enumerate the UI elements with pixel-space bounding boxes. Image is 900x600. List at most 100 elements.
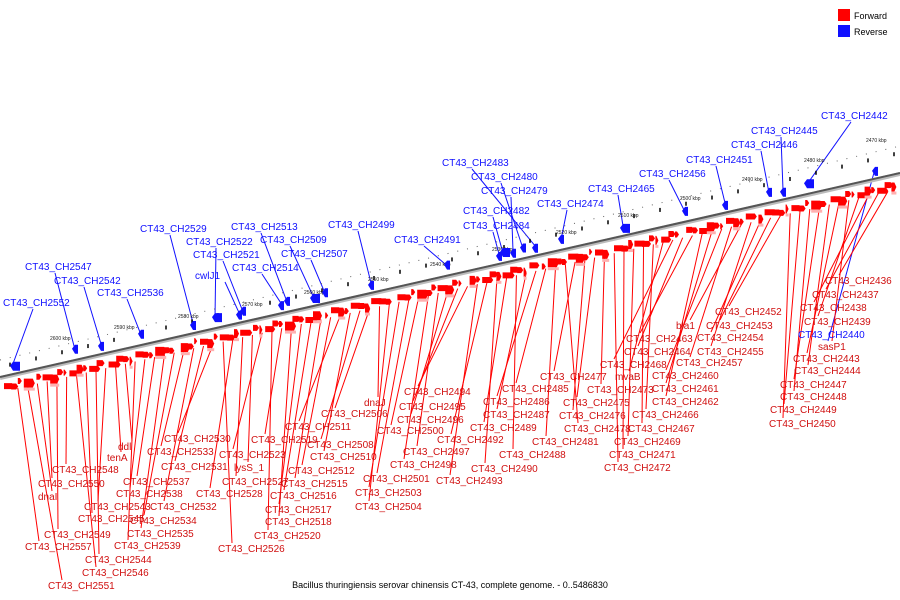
reverse-leader-line: [423, 245, 448, 267]
forward-gene-glyph: [675, 231, 679, 238]
forward-leader-line: [576, 257, 596, 398]
reverse-leader-line: [261, 273, 282, 304]
forward-gene-glyph: [891, 182, 897, 192]
reverse-gene-glyph: [532, 243, 538, 253]
forward-gene-glyph: [458, 280, 462, 287]
reverse-gene-glyph: [240, 306, 246, 316]
forward-gene-label: CT43_CH2551: [48, 581, 115, 592]
forward-gene-shadow: [259, 334, 263, 338]
forward-gene-glyph: [108, 361, 121, 368]
forward-gene-glyph: [693, 227, 698, 234]
forward-gene-glyph: [555, 258, 564, 265]
reverse-gene-label: CT43_CH2480: [471, 172, 538, 183]
forward-gene-glyph: [884, 182, 893, 189]
forward-gene-glyph: [713, 222, 720, 229]
forward-gene-glyph: [496, 271, 502, 281]
forward-leader-line: [115, 365, 122, 453]
scale-tick-label: 2570 kbp: [242, 302, 263, 308]
forward-gene-glyph: [265, 326, 276, 333]
forward-leader-line: [174, 345, 205, 462]
reverse-gene-label: CT43_CH2514: [232, 263, 299, 274]
forward-leader-line: [222, 341, 233, 544]
reverse-leader-line: [780, 136, 784, 190]
reverse-leader-line: [260, 232, 288, 302]
forward-leader-line: [807, 204, 830, 366]
forward-gene-label: CT43_CH2487: [483, 410, 550, 421]
forward-gene-label: CT43_CH2539: [114, 541, 181, 552]
forward-gene-label: CT43_CH2455: [697, 347, 764, 358]
forward-gene-label: CT43_CH2530: [164, 434, 231, 445]
forward-gene-label: CT43_CH2496: [397, 415, 464, 426]
reverse-gene-label: CT43_CH2456: [639, 169, 706, 180]
forward-gene-glyph: [482, 277, 494, 284]
reverse-gene-label: CT43_CH2483: [442, 158, 509, 169]
forward-gene-glyph: [779, 209, 786, 216]
forward-gene-label: CT43_CH2528: [196, 489, 263, 500]
reverse-leader-line: [357, 230, 372, 283]
forward-gene-label: CT43_CH2466: [632, 410, 699, 421]
forward-leader-line: [140, 354, 165, 529]
forward-gene-label: CT43_CH2526: [218, 544, 285, 555]
forward-gene-glyph: [83, 365, 88, 372]
forward-leader-line: [127, 361, 136, 541]
forward-leader-line: [27, 385, 63, 581]
forward-gene-label: CT43_CH2453: [706, 321, 773, 332]
legend-forward-swatch: [838, 9, 850, 21]
reverse-gene-label: CT43_CH2479: [481, 186, 548, 197]
forward-gene-shadow: [706, 231, 716, 235]
forward-leader-line: [564, 264, 579, 424]
genome-caption: Bacillus thuringiensis serovar chinensis…: [292, 580, 608, 590]
forward-gene-glyph: [510, 266, 520, 273]
reverse-gene-label: CT43_CH2482: [463, 206, 530, 217]
reverse-gene-glyph: [72, 344, 78, 354]
forward-gene-glyph: [253, 324, 259, 331]
reverse-leader-line: [214, 247, 217, 319]
reverse-gene-glyph: [558, 234, 564, 244]
reverse-leader-line: [12, 308, 34, 364]
forward-gene-glyph: [758, 214, 764, 224]
scale-tick-label: 2540 kbp: [430, 262, 451, 268]
forward-leader-line: [235, 337, 244, 477]
scale-tick-label: 2490 kbp: [742, 177, 763, 183]
reverse-gene-glyph: [620, 223, 630, 233]
forward-gene-label: CT43_CH2515: [281, 479, 348, 490]
reverse-leader-line: [715, 165, 726, 203]
forward-leader-line: [600, 255, 605, 385]
reverse-leader-line: [169, 234, 194, 324]
forward-leader-line: [377, 306, 381, 398]
scale-tick-label: 2560 kbp: [304, 290, 325, 296]
legend: Forward Reverse: [838, 9, 888, 37]
genome-axis: 2600 kbp 2590 kbp 2580 kbp 2570 kbp 2560 kbp…: [0, 138, 900, 380]
forward-leader-line: [515, 268, 547, 384]
forward-gene-shadow: [50, 383, 60, 387]
forward-gene-glyph: [469, 275, 477, 285]
reverse-gene-glyph: [496, 251, 502, 261]
forward-gene-glyph: [313, 311, 322, 321]
reverse-gene-label: CT43_CH2536: [97, 288, 164, 299]
forward-leader-line: [665, 230, 713, 384]
forward-leader-line: [545, 266, 557, 437]
forward-leader-line: [831, 200, 850, 342]
forward-gene-label: CT43_CH2495: [399, 402, 466, 413]
reverse-gene-glyph: [98, 341, 104, 351]
forward-gene-label: CT43_CH2531: [161, 462, 228, 473]
reverse-gene-glyph: [766, 187, 772, 197]
forward-gene-label: CT43_CH2447: [780, 380, 847, 391]
reverse-leader-line: [510, 196, 514, 251]
forward-gene-glyph: [96, 360, 105, 367]
reverse-gene-label: CT43_CH2484: [463, 221, 530, 232]
reverse-gene-label: cwlJ1: [195, 271, 220, 282]
forward-gene-glyph: [529, 262, 540, 269]
reverse-gene-label: CT43_CH2451: [686, 155, 753, 166]
forward-gene-glyph: [292, 315, 301, 322]
forward-gene-label: CT43_CH2492: [437, 435, 504, 446]
forward-gene-shadow: [891, 191, 897, 195]
forward-gene-label: CT43_CH2511: [285, 422, 351, 433]
forward-leader-line: [496, 272, 527, 410]
forward-gene-label: CT43_CH2471: [609, 450, 676, 461]
forward-gene-shadow: [469, 284, 477, 288]
forward-gene-label: CT43_CH2461: [652, 384, 719, 395]
forward-leader-line: [622, 250, 625, 450]
forward-gene-label: CT43_CH2462: [652, 397, 719, 408]
